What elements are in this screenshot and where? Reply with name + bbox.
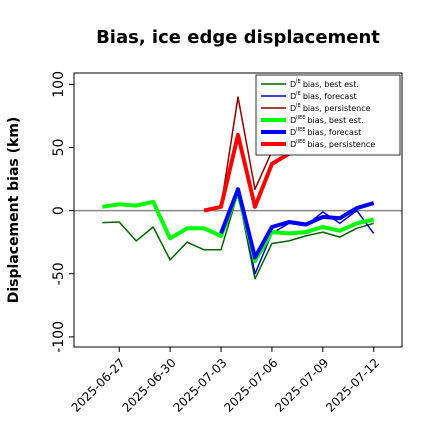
legend-label: DIE bias, forecast (290, 91, 357, 101)
chart-title: Bias, ice edge displacement (96, 27, 380, 48)
legend-superscript: IE (296, 103, 301, 109)
legend-name: bias, forecast (303, 92, 357, 101)
legend-superscript: IE (296, 91, 301, 97)
series-line (219, 187, 375, 260)
x-tick-label: 2025-07-09 (272, 356, 331, 415)
legend-symbol: D (290, 80, 296, 89)
legend-label: DIE bias, persistence (290, 103, 371, 113)
legend-symbol: D (290, 116, 296, 125)
legend-label: DIE bias, best est. (290, 79, 359, 89)
legend-symbol: D (290, 140, 296, 149)
legend-superscript: IIEE (296, 127, 305, 133)
x-tick-label: 2025-06-27 (69, 356, 128, 415)
y-tick-label: -50 (51, 262, 67, 285)
x-tick-label: 2025-06-30 (120, 356, 179, 415)
legend-name: bias, best est. (307, 116, 363, 125)
legend-label: DIIEE bias, persistence (290, 139, 375, 149)
legend-name: bias, best est. (303, 80, 359, 89)
plot-area (74, 96, 402, 280)
y-tick-label: 50 (51, 139, 67, 157)
legend-label: DIIEE bias, forecast (290, 127, 361, 137)
legend-symbol: D (290, 104, 296, 113)
y-tick-label: 0 (51, 206, 67, 215)
y-tick-label: 100 (51, 71, 67, 98)
y-axis-label: Displacement bias (km) (6, 117, 22, 304)
plot-frame (73, 72, 403, 348)
legend-label: DIIEE bias, best est. (290, 115, 364, 125)
legend-superscript: IIEE (296, 115, 305, 121)
legend-name: bias, persistence (307, 140, 375, 149)
legend-box (255, 74, 401, 156)
legend-superscript: IIEE (296, 139, 305, 145)
x-tick-label: 2025-07-06 (221, 356, 280, 415)
x-tick-label: 2025-07-12 (323, 356, 382, 415)
legend-name: bias, forecast (307, 128, 361, 137)
legend-symbol: D (290, 128, 296, 137)
legend-symbol: D (290, 92, 296, 101)
series-line (102, 189, 375, 264)
legend-superscript: IE (296, 79, 301, 85)
x-tick-label: 2025-07-03 (170, 356, 229, 415)
legend-name: bias, persistence (303, 104, 371, 113)
y-tick-label: -100 (51, 321, 67, 353)
